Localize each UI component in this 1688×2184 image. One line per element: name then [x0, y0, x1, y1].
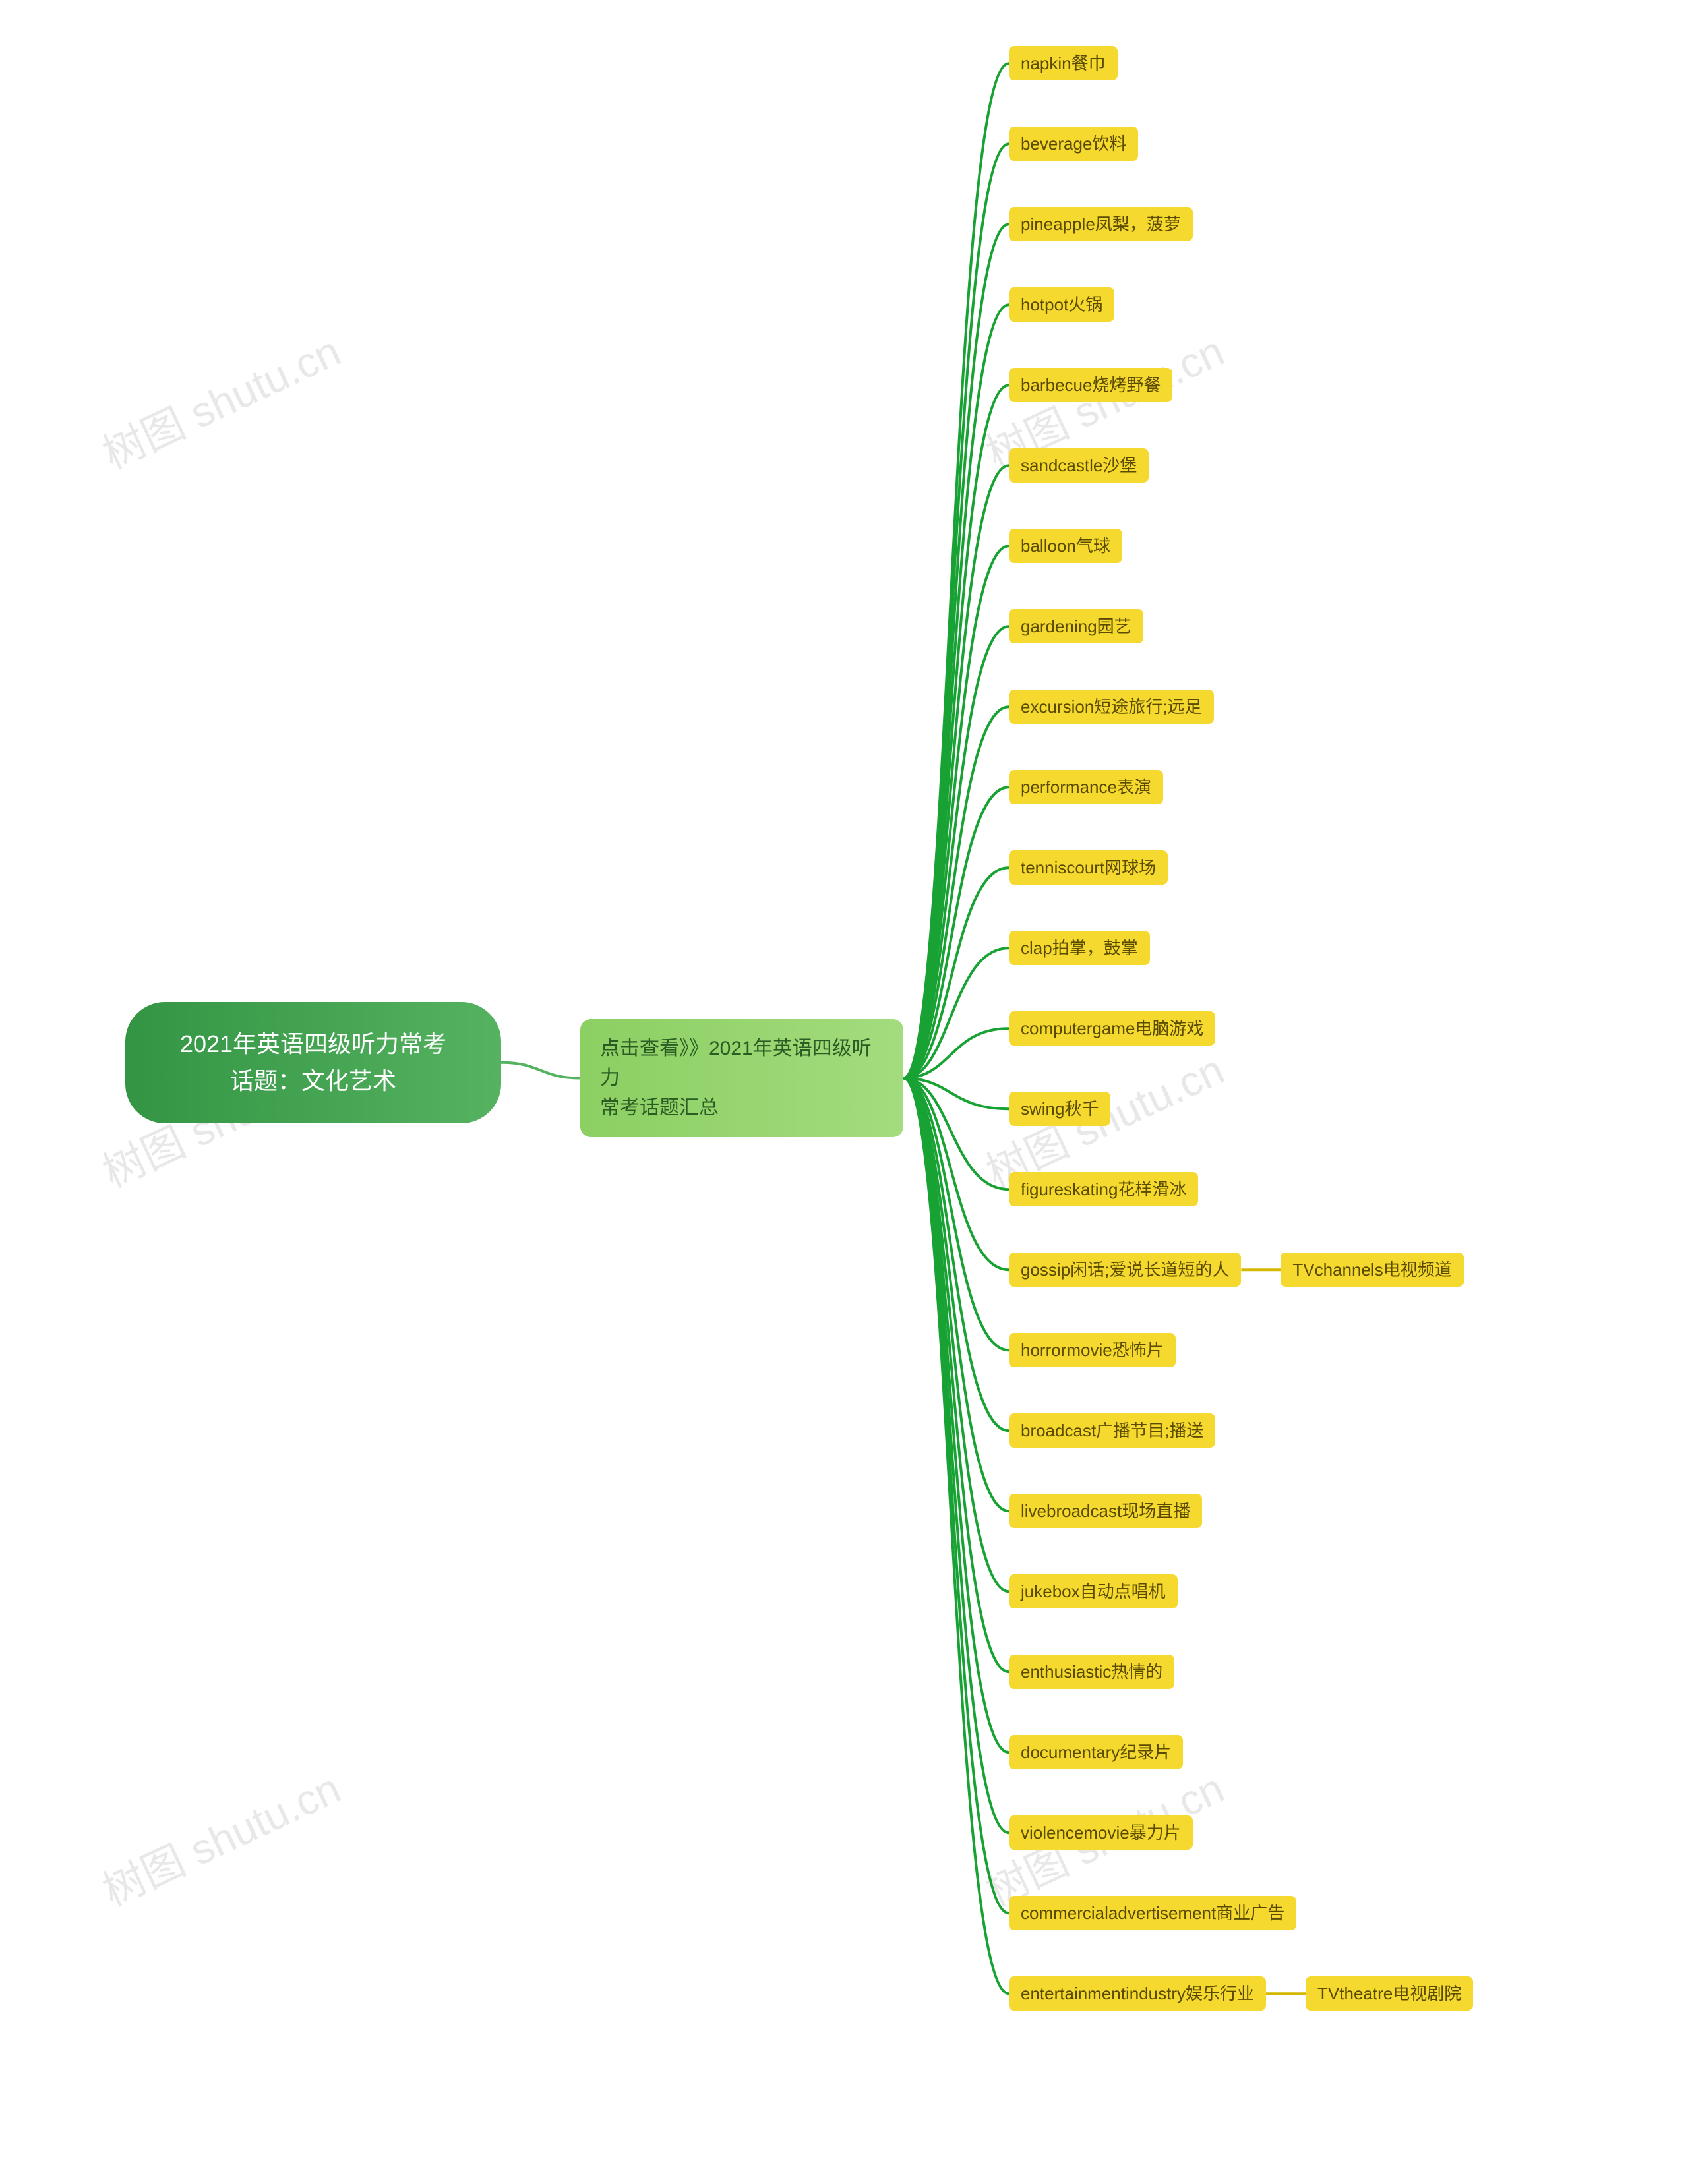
leaf-node[interactable]: jukebox自动点唱机	[1009, 1574, 1178, 1608]
leaf-child-node[interactable]: TVtheatre电视剧院	[1306, 1976, 1473, 2011]
leaf-node[interactable]: excursion短途旅行;远足	[1009, 690, 1214, 724]
leaf-node[interactable]: broadcast广播节目;播送	[1009, 1413, 1215, 1448]
sub-text-line1: 点击查看》》2021年英语四级听力	[600, 1038, 872, 1089]
leaf-node[interactable]: gossip闲话;爱说长道短的人	[1009, 1253, 1241, 1287]
leaf-node[interactable]: pineapple凤梨，菠萝	[1009, 207, 1193, 241]
leaf-node[interactable]: horrormovie恐怖片	[1009, 1333, 1176, 1367]
root-text-line2: 话题：文化艺术	[230, 1067, 396, 1094]
leaf-node[interactable]: entertainmentindustry娱乐行业	[1009, 1976, 1266, 2011]
root-text-line1: 2021年英语四级听力常考	[180, 1030, 446, 1057]
root-node[interactable]: 2021年英语四级听力常考 话题：文化艺术	[125, 1002, 501, 1123]
leaf-node[interactable]: balloon气球	[1009, 529, 1122, 563]
leaf-node[interactable]: gardening园艺	[1009, 609, 1143, 643]
leaf-node[interactable]: hotpot火锅	[1009, 287, 1114, 322]
leaf-node[interactable]: performance表演	[1009, 770, 1163, 804]
leaf-node[interactable]: livebroadcast现场直播	[1009, 1494, 1202, 1528]
sub-node[interactable]: 点击查看》》2021年英语四级听力 常考话题汇总	[580, 1019, 903, 1137]
leaf-node[interactable]: swing秋千	[1009, 1092, 1110, 1126]
leaf-node[interactable]: clap拍掌，鼓掌	[1009, 931, 1150, 965]
leaf-node[interactable]: tenniscourt网球场	[1009, 850, 1168, 885]
leaf-node[interactable]: documentary纪录片	[1009, 1735, 1183, 1769]
mindmap-container: 2021年英语四级听力常考 话题：文化艺术 点击查看》》2021年英语四级听力 …	[0, 0, 1688, 2184]
leaf-node[interactable]: computergame电脑游戏	[1009, 1011, 1215, 1046]
leaf-node[interactable]: violencemovie暴力片	[1009, 1815, 1193, 1850]
leaf-node[interactable]: enthusiastic热情的	[1009, 1655, 1174, 1689]
leaf-node[interactable]: commercialadvertisement商业广告	[1009, 1896, 1296, 1930]
leaf-child-node[interactable]: TVchannels电视频道	[1281, 1253, 1463, 1287]
leaf-node[interactable]: beverage饮料	[1009, 127, 1138, 161]
leaf-node[interactable]: figureskating花样滑冰	[1009, 1172, 1198, 1206]
leaf-node[interactable]: sandcastle沙堡	[1009, 448, 1149, 483]
leaf-node[interactable]: barbecue烧烤野餐	[1009, 368, 1172, 402]
leaf-node[interactable]: napkin餐巾	[1009, 46, 1118, 80]
sub-text-line2: 常考话题汇总	[600, 1097, 719, 1119]
